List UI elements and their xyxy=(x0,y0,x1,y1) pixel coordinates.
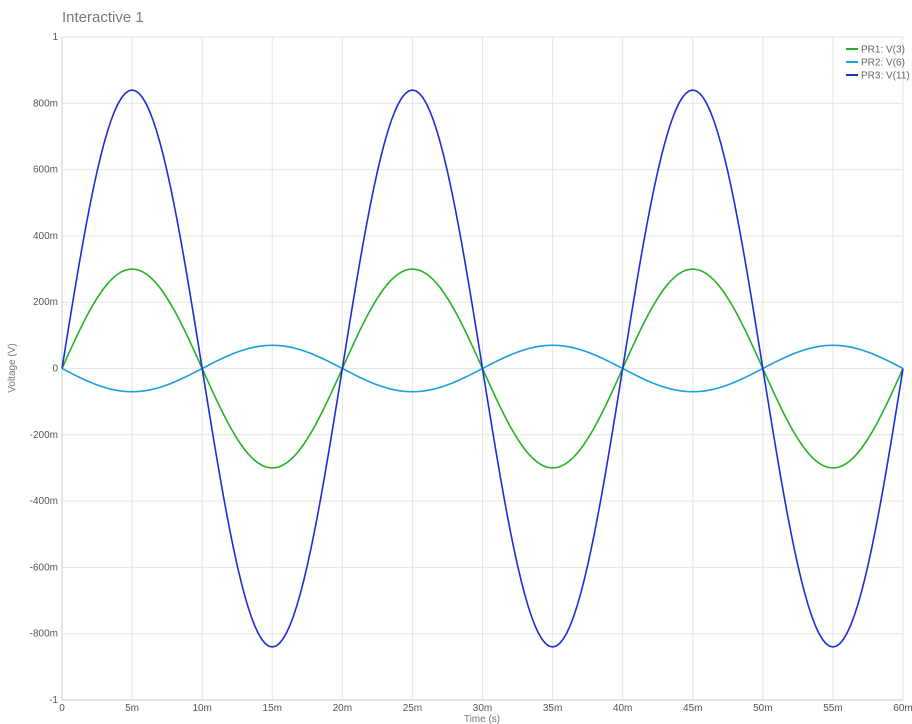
y-tick-label: 600m xyxy=(33,165,58,176)
y-tick-label: 200m xyxy=(33,297,58,308)
y-tick-label: 0 xyxy=(52,364,58,375)
x-tick-label: 50m xyxy=(753,703,772,714)
x-tick-label: 45m xyxy=(683,703,702,714)
x-tick-label: 25m xyxy=(403,703,422,714)
y-tick-label: 400m xyxy=(33,231,58,242)
page-title: Interactive 1 xyxy=(62,9,144,26)
y-tick-label: -200m xyxy=(30,430,58,441)
legend-label: PR1: V(3) xyxy=(861,45,905,56)
y-tick-label: -400m xyxy=(30,496,58,507)
y-tick-label: -1 xyxy=(49,695,58,706)
y-tick-label: 800m xyxy=(33,98,58,109)
x-tick-label: 60m xyxy=(893,703,912,714)
series-line-3 xyxy=(61,89,904,648)
y-tick-label: -800m xyxy=(30,629,58,640)
y-tick-label: 1 xyxy=(52,32,58,43)
x-tick-label: 55m xyxy=(823,703,842,714)
y-tick-label: -600m xyxy=(30,562,58,573)
x-axis-label: Time (s) xyxy=(464,714,500,724)
series xyxy=(61,89,904,648)
x-tick-label: 40m xyxy=(613,703,632,714)
legend: PR1: V(3) PR2: V(6) PR3: V(11) xyxy=(846,45,910,82)
x-tick-label: 35m xyxy=(543,703,562,714)
y-axis-label: Voltage (V) xyxy=(7,343,18,392)
x-tick-label: 10m xyxy=(192,703,211,714)
x-tick-label: 20m xyxy=(333,703,352,714)
tick-labels: 0 5m 10m 15m 20m 25m 30m 35m 40m 45m 50m 55m 60m 1 800… xyxy=(30,32,912,714)
x-tick-label: 0 xyxy=(59,703,65,714)
x-tick-label: 30m xyxy=(473,703,492,714)
x-tick-label: 15m xyxy=(263,703,282,714)
x-tick-label: 5m xyxy=(125,703,139,714)
legend-label: PR2: V(6) xyxy=(861,58,905,69)
legend-label: PR3: V(11) xyxy=(861,71,910,82)
